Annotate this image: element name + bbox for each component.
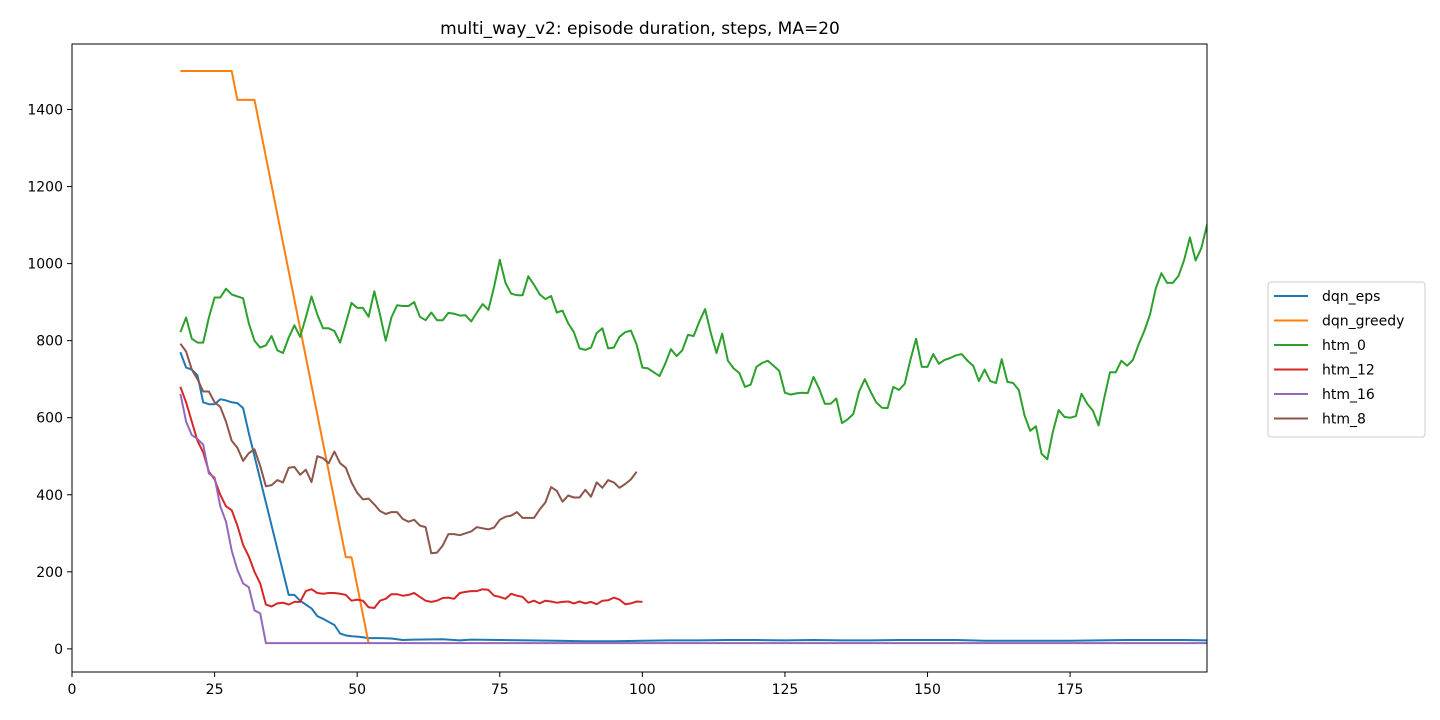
plot-frame — [71, 43, 1208, 673]
y-tick-label: 1200 — [27, 180, 63, 196]
x-tick-label: 0 — [68, 682, 77, 698]
legend-label-dqn_greedy: dqn_greedy — [1322, 314, 1404, 330]
series-line-htm_8 — [179, 343, 638, 555]
series-line-htm_0 — [179, 221, 1207, 461]
y-tick-label: 1400 — [27, 102, 63, 118]
legend: dqn_eps dqn_greedy htm_0 htm_12 htm_16 htm_8 — [1267, 281, 1426, 438]
x-tick-label: 100 — [629, 682, 656, 698]
legend-label-htm_16: htm_16 — [1322, 387, 1375, 403]
series-layer — [179, 70, 1207, 645]
legend-label-htm_12: htm_12 — [1322, 363, 1375, 379]
x-tick-label: 25 — [206, 682, 224, 698]
legend-label-htm_8: htm_8 — [1322, 412, 1366, 428]
x-tick-label: 75 — [491, 682, 509, 698]
chart-title: multi_way_v2: episode duration, steps, M… — [440, 19, 840, 39]
series-line-htm_12 — [179, 386, 643, 609]
x-tick-label: 175 — [1057, 682, 1084, 698]
y-tick-label: 200 — [36, 565, 63, 581]
y-tick-label: 600 — [36, 411, 63, 427]
y-tick-label: 0 — [54, 642, 63, 658]
x-tick-label: 125 — [772, 682, 799, 698]
x-tick-label: 50 — [348, 682, 366, 698]
y-axis: 0 200 400 600 800 1000 1200 1400 — [27, 102, 72, 658]
legend-label-htm_0: htm_0 — [1322, 338, 1366, 354]
legend-label-dqn_eps: dqn_eps — [1322, 289, 1380, 305]
y-tick-label: 1000 — [27, 257, 63, 273]
y-tick-label: 400 — [36, 488, 63, 504]
x-axis: 0 25 50 75 100 125 150 175 — [68, 672, 1084, 698]
x-tick-label: 150 — [914, 682, 941, 698]
y-tick-label: 800 — [36, 334, 63, 350]
series-line-htm_16 — [179, 393, 1207, 645]
series-line-dqn_greedy — [180, 70, 370, 644]
